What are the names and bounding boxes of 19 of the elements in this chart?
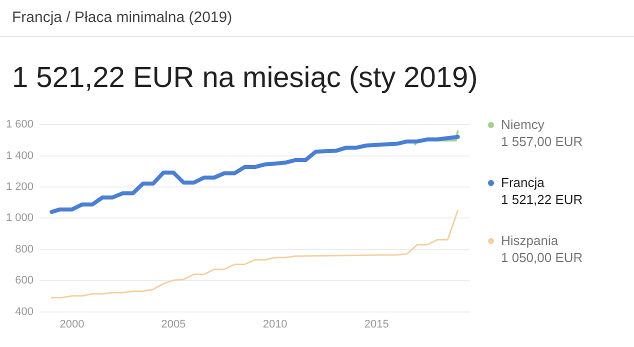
y-tick-label: 1 400 — [6, 150, 34, 162]
y-tick-label: 600 — [15, 274, 34, 287]
legend-label: Francja — [501, 174, 544, 191]
chart-title: 1 521,22 EUR na miesiąc (sty 2019) — [12, 62, 478, 95]
text: 1 557,00 EUR — [501, 133, 584, 150]
y-tick-label: 1 600 — [6, 118, 34, 131]
y-tick-label: 1 200 — [6, 181, 34, 194]
x-tick-label: 2000 — [60, 318, 84, 330]
text: 1 050,00 EUR — [501, 249, 584, 266]
y-tick-label: 400 — [15, 306, 34, 318]
x-tick-label: 2015 — [364, 318, 389, 330]
text: 1 521,22 EUR — [501, 191, 584, 208]
legend-label: Niemcy — [501, 116, 544, 133]
legend-label: Hiszpania — [501, 232, 558, 249]
y-tick-label: 1 000 — [6, 212, 34, 224]
y-tick-label: 800 — [15, 243, 34, 256]
x-tick-label: 2005 — [161, 318, 186, 330]
x-tick-label: 2010 — [262, 318, 288, 330]
chart-subtitle: Francja / Płaca minimalna (2019) — [12, 9, 232, 26]
